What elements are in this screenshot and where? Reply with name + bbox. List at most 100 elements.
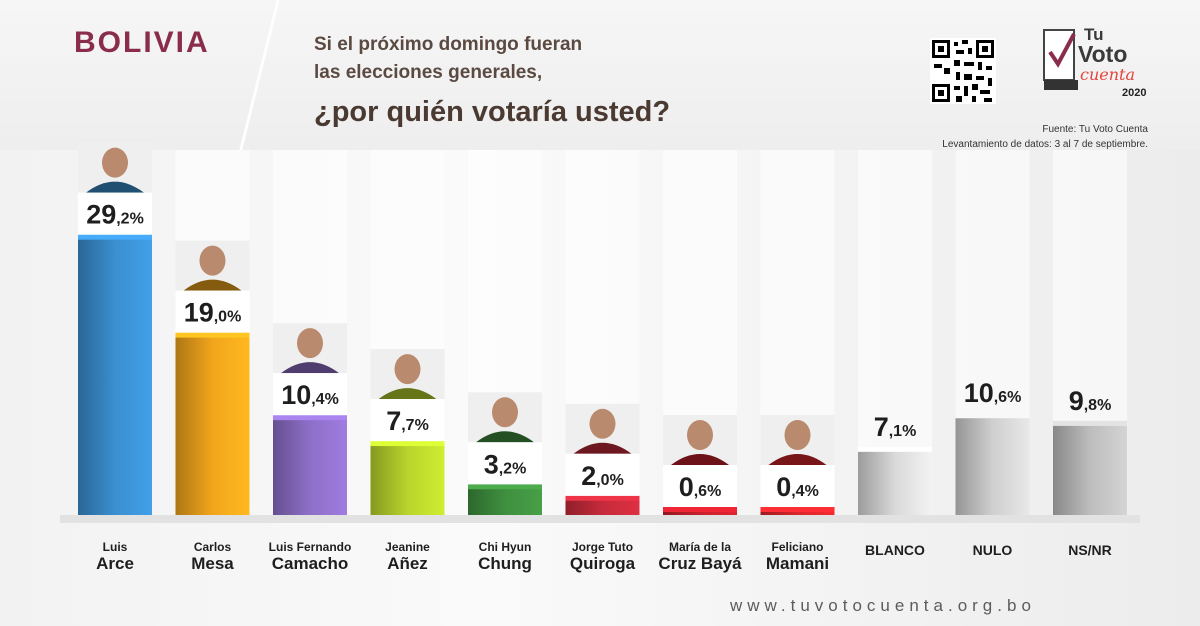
category-label: NS/NR <box>1035 540 1145 558</box>
logo-text-cuenta: cuenta <box>1080 65 1135 84</box>
value-label-box <box>760 465 835 507</box>
source-note: Fuente: Tu Voto Cuenta Levantamiento de … <box>942 122 1148 152</box>
candidate-portrait <box>78 142 152 193</box>
category-label-line1: Jorge Tuto <box>571 540 634 554</box>
value-label-decimal: ,8% <box>1084 397 1112 414</box>
value-label-decimal: ,7% <box>401 417 429 434</box>
category-label: Feliciano Mamani <box>743 540 853 573</box>
logo-text-tu: Tu <box>1084 25 1104 44</box>
value-label-decimal: ,2% <box>499 460 527 477</box>
bar <box>955 418 1030 515</box>
category-label: Luis Arce <box>60 540 170 573</box>
value-label-decimal: ,0% <box>214 309 242 326</box>
category-label-line1: María de la <box>668 540 732 554</box>
category-label: NULO <box>938 540 1048 558</box>
value-label-decimal: ,4% <box>791 483 819 500</box>
candidate-portrait <box>760 415 835 465</box>
bar <box>565 500 640 515</box>
bar <box>370 446 445 515</box>
value-label-integer: 29 <box>86 200 116 230</box>
value-label-box <box>468 442 542 485</box>
bar <box>175 337 250 515</box>
value-label-decimal: ,0% <box>596 472 624 489</box>
bar-top <box>78 234 152 241</box>
value-label-box <box>175 290 250 333</box>
value-label-decimal: ,6% <box>694 483 722 500</box>
value-label: 0,4% <box>776 472 819 502</box>
source-text: Fuente: Tu Voto Cuenta <box>1042 124 1148 135</box>
candidate-portrait <box>565 403 640 454</box>
bar <box>273 420 347 515</box>
category-label-line1: Chi Hyun <box>478 540 532 554</box>
bar-top <box>663 507 737 513</box>
value-label-integer: 10 <box>281 380 311 410</box>
candidate-portrait <box>370 349 445 400</box>
category-label-line2: Mesa <box>191 554 234 573</box>
header-panel <box>0 0 1200 150</box>
value-label: 19,0% <box>184 298 242 328</box>
candidate-portrait <box>663 415 737 465</box>
bar <box>760 512 835 515</box>
question-main: ¿por quién votaría usted? <box>314 96 671 128</box>
bar-top <box>1053 420 1127 427</box>
bar <box>858 451 932 515</box>
logo-year: 2020 <box>1122 87 1146 99</box>
value-label: 9,8% <box>1069 386 1112 416</box>
value-label-integer: 7 <box>874 412 889 442</box>
category-label: Jeanine Añez <box>353 540 463 573</box>
category-label-line1: Jeanine <box>385 540 430 554</box>
value-label: 0,6% <box>679 472 722 502</box>
bar-top <box>858 446 932 453</box>
category-label-line2: Cruz Bayá <box>658 554 742 573</box>
bar-top <box>565 495 640 502</box>
question-line-1: Si el próximo domingo fueran <box>314 34 583 55</box>
category-label: BLANCO <box>840 540 950 558</box>
category-label: Carlos Mesa <box>158 540 268 573</box>
category-label-line2: Añez <box>387 554 428 573</box>
value-label: 7,1% <box>874 412 917 442</box>
tu-voto-cuenta-logo: Tu Voto cuenta 2020 <box>1043 25 1146 99</box>
candidate-portrait <box>175 240 250 291</box>
value-label-decimal: ,2% <box>116 211 144 228</box>
value-label-decimal: ,1% <box>889 423 917 440</box>
value-label: 7,7% <box>386 406 429 436</box>
bar <box>468 489 542 515</box>
logo-text-voto: Voto <box>1078 41 1127 67</box>
value-label-box <box>565 453 640 496</box>
category-label-line2: BLANCO <box>865 542 925 558</box>
value-label: 3,2% <box>484 449 527 479</box>
value-label-integer: 10 <box>964 378 994 408</box>
website-url[interactable]: www.tuvotocuenta.org.bo <box>730 596 1036 615</box>
candidate-portrait <box>273 323 347 374</box>
category-label-line2: Camacho <box>271 554 349 573</box>
value-label-decimal: ,6% <box>994 389 1022 406</box>
fieldwork-text: Levantamiento de datos: 3 al 7 de septie… <box>942 139 1148 150</box>
category-label-line1: Feliciano <box>771 540 824 554</box>
value-label: 10,4% <box>281 380 339 410</box>
category-label-line2: Mamani <box>765 554 830 573</box>
value-label-box <box>273 373 347 416</box>
bar-top <box>370 441 445 448</box>
value-label-integer: 0 <box>679 472 694 502</box>
bar-top <box>175 332 250 339</box>
category-label: Luis Fernando Camacho <box>255 540 365 573</box>
category-label: María de la Cruz Bayá <box>645 540 755 573</box>
category-label: Jorge Tuto Quiroga <box>548 540 658 573</box>
category-label-line1: Luis <box>102 540 128 554</box>
category-label-line1: Luis Fernando <box>268 540 352 554</box>
value-label: 29,2% <box>86 200 144 230</box>
value-label-box <box>78 192 152 235</box>
bar-top <box>955 413 1030 420</box>
question-line-2: las elecciones generales, <box>314 62 543 83</box>
bar-top <box>468 484 542 491</box>
value-label-integer: 19 <box>184 298 214 328</box>
bar-top <box>273 415 347 422</box>
value-label-integer: 9 <box>1069 386 1084 416</box>
category-label-line2: Quiroga <box>569 554 636 573</box>
value-label-integer: 0 <box>776 472 791 502</box>
floor-line <box>60 515 1140 523</box>
value-label: 2,0% <box>581 461 624 491</box>
qr-code-icon <box>930 38 996 104</box>
